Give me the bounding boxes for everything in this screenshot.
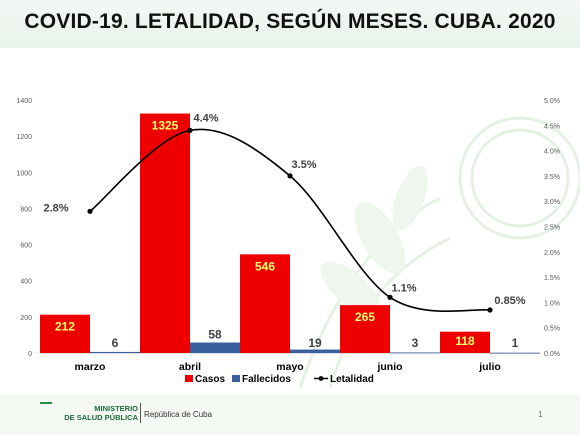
y-left-tick-label: 600: [20, 243, 32, 250]
footer-accent: [40, 402, 52, 404]
bar-casos: [340, 305, 390, 353]
y-right-tick-label: 5.0%: [544, 98, 560, 105]
data-label-fallecidos: 19: [308, 336, 322, 350]
bar-casos: [140, 113, 190, 353]
legend-label-letalidad: Letalidad: [330, 374, 374, 385]
bar-casos: [240, 254, 290, 353]
bar-casos: [440, 331, 490, 353]
legend-swatch-fallecidos: [232, 375, 240, 382]
y-left-tick-label: 1400: [16, 98, 32, 105]
legend-marker-letalidad: [318, 376, 324, 381]
page-number: 1: [538, 410, 543, 419]
y-right-tick-label: 4.5%: [544, 123, 560, 130]
y-left-tick-label: 1200: [16, 134, 32, 141]
y-left-tick-label: 0: [28, 351, 32, 358]
data-label-casos: 265: [355, 310, 375, 324]
y-left-tick-label: 800: [20, 206, 32, 213]
data-label-fallecidos: 6: [112, 336, 119, 350]
bar-fallecidos: [90, 351, 140, 353]
x-tick-label: julio: [478, 361, 501, 373]
point-letalidad: [287, 173, 293, 179]
bar-fallecidos: [390, 352, 440, 354]
leaf-watermark: [298, 116, 580, 389]
footer: [0, 395, 580, 435]
y-right-tick-label: 1.0%: [544, 300, 560, 307]
point-letalidad: [187, 127, 193, 133]
x-tick-label: abril: [179, 361, 201, 373]
data-label-letalidad: 1.1%: [391, 282, 416, 294]
ministry-line2: DE SALUD PÚBLICA: [64, 413, 138, 422]
slide-title: COVID-19. LETALIDAD, SEGÚN MESES. CUBA. …: [24, 10, 556, 33]
y-right-tick-label: 0.5%: [544, 326, 560, 333]
legend-label-fallecidos: Fallecidos: [242, 374, 291, 385]
data-label-casos: 212: [55, 320, 75, 334]
point-letalidad: [87, 208, 93, 214]
y-right-tick-label: 1.5%: [544, 275, 560, 282]
point-letalidad: [487, 307, 493, 313]
x-tick-label: marzo: [75, 361, 106, 373]
bar-casos: [40, 314, 90, 353]
bar-fallecidos: [490, 352, 540, 354]
data-label-casos: 1325: [152, 119, 179, 133]
ministry-logo: MINISTERIO DE SALUD PÚBLICA: [60, 404, 138, 422]
title-band: [0, 0, 580, 48]
data-label-fallecidos: 58: [208, 328, 222, 342]
data-label-letalidad: 2.8%: [43, 202, 68, 214]
bar-fallecidos: [290, 349, 340, 353]
data-label-casos: 546: [255, 259, 275, 273]
republic-label: República de Cuba: [144, 410, 213, 419]
y-right-tick-label: 0.0%: [544, 351, 560, 358]
x-tick-label: junio: [376, 361, 402, 373]
y-left-tick-label: 400: [20, 279, 32, 286]
y-right-tick-label: 4.0%: [544, 149, 560, 156]
x-tick-label: mayo: [276, 361, 303, 373]
data-label-fallecidos: 3: [412, 336, 419, 350]
legend-swatch-casos: [185, 375, 193, 382]
y-right-tick-label: 3.0%: [544, 199, 560, 206]
y-right-tick-label: 2.5%: [544, 225, 560, 232]
y-left-tick-label: 1000: [16, 170, 32, 177]
logo-divider: [140, 403, 141, 423]
ministry-line1: MINISTERIO: [94, 404, 138, 413]
chart-area: 0 200 400 600 800 1000 1200 1400 0.0% 0.5% 1.0% 1.5…: [16, 98, 560, 385]
legend-label-casos: Casos: [195, 374, 225, 385]
y-right-tick-label: 2.0%: [544, 250, 560, 257]
point-letalidad: [387, 294, 393, 300]
data-label-letalidad: 4.4%: [193, 112, 218, 124]
bar-fallecidos: [190, 342, 240, 353]
y-left-tick-label: 200: [20, 315, 32, 322]
data-label-fallecidos: 1: [512, 336, 519, 350]
data-label-letalidad: 3.5%: [291, 159, 316, 171]
y-right-tick-label: 3.5%: [544, 174, 560, 181]
data-label-letalidad: 0.85%: [494, 295, 525, 307]
data-label-casos: 118: [455, 334, 475, 348]
